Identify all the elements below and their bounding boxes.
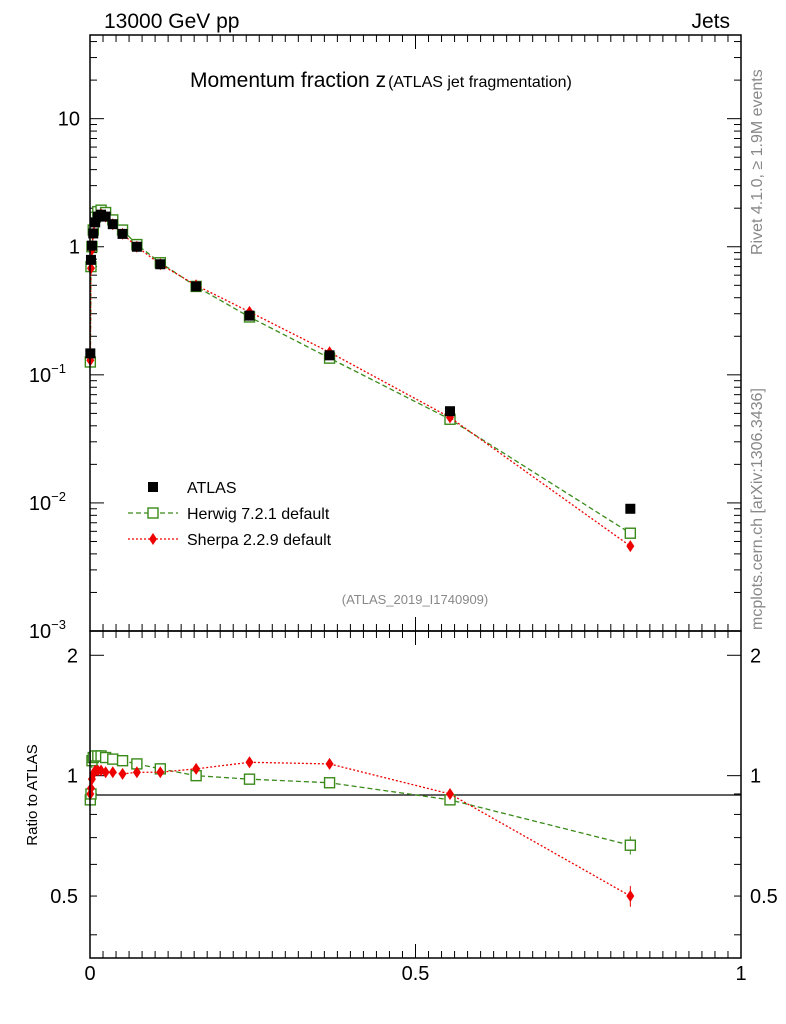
- atlas-point: [100, 211, 111, 222]
- y-tick-label-base: 10: [29, 493, 51, 515]
- chart-title-sub: (ATLAS jet fragmentation): [388, 74, 572, 91]
- atlas-point: [131, 241, 142, 252]
- ratio-y-tick-label-right: 2: [750, 645, 761, 667]
- atlas-point: [191, 281, 202, 292]
- y-tick-label: 10−2: [29, 489, 66, 515]
- ratio-y-tick-label-left: 2: [67, 645, 78, 667]
- atlas-point: [244, 310, 255, 321]
- y-tick-label-base: 10: [58, 109, 80, 131]
- x-tick-label: 0: [84, 963, 95, 985]
- ratio-sherpa-point: [156, 766, 165, 779]
- ratio-sherpa-point: [101, 766, 110, 779]
- side-label-top: Rivet 4.1.0, ≥ 1.9M events: [749, 69, 766, 255]
- atlas-point: [117, 228, 128, 239]
- sherpa-line: [89, 213, 631, 547]
- ratio-ticks: 2 2 1 1 0.5 0.5 0 0.5 1: [50, 631, 778, 985]
- ratio-herwig-point: [624, 839, 637, 851]
- ratio-sherpa-point: [86, 782, 95, 795]
- y-tick-label: 10−3: [29, 617, 66, 643]
- ratio-sherpa-point: [118, 767, 127, 780]
- header-left: 13000 GeV pp: [104, 10, 239, 33]
- ratio-sherpa-point: [446, 787, 455, 800]
- ratio-sherpa-point: [132, 766, 141, 779]
- main-series: [84, 204, 637, 553]
- chart-title: Momentum fraction z (ATLAS jet fragmentat…: [190, 69, 572, 92]
- legend: ATLAS Herwig 7.2.1 default Sherpa 2.2.9 de…: [128, 480, 332, 549]
- sherpa-point: [626, 540, 635, 553]
- chart-title-main: Momentum fraction z: [190, 69, 386, 92]
- y-tick-label-base: 1: [69, 237, 80, 259]
- header-right: Jets: [691, 10, 730, 33]
- ratio-sherpa-point: [192, 762, 201, 775]
- ratio-herwig-line: [89, 755, 631, 846]
- ratio-sherpa-point: [626, 890, 635, 903]
- ratio-y-tick-label-left: 0.5: [50, 886, 78, 908]
- atlas-point: [445, 406, 456, 417]
- ratio-ylabel: Ratio to ATLAS: [24, 744, 41, 845]
- atlas-point: [85, 254, 96, 265]
- x-tick-label: 0.5: [402, 963, 430, 985]
- atlas-point: [107, 219, 118, 230]
- legend-label-herwig: Herwig 7.2.1 default: [187, 506, 330, 523]
- ratio-sherpa-point: [108, 766, 117, 779]
- y-tick-label-base: 10: [29, 621, 51, 643]
- atlas-point: [625, 503, 636, 514]
- ratio-sherpa-point: [325, 757, 334, 770]
- atlas-point: [324, 350, 335, 361]
- y-tick-label-exp: −2: [51, 489, 66, 504]
- legend-marker-atlas: [148, 482, 158, 492]
- analysis-id: (ATLAS_2019_I1740909): [342, 592, 488, 607]
- y-tick-label-exp: −3: [51, 617, 66, 632]
- ratio-frame: [89, 630, 742, 959]
- atlas-point: [155, 259, 166, 270]
- ratio-sherpa-line: [89, 761, 631, 897]
- ratio-series: [84, 750, 637, 907]
- herwig-line: [89, 209, 631, 534]
- atlas-point: [88, 228, 99, 239]
- legend-marker-herwig: [147, 507, 159, 519]
- legend-label-atlas: ATLAS: [187, 480, 237, 497]
- side-label-bottom: mcplots.cern.ch [arXiv:1306.3436]: [749, 388, 766, 630]
- y-tick-label: 10: [58, 109, 80, 131]
- atlas-point: [90, 217, 101, 228]
- ratio-herwig-point: [243, 773, 256, 785]
- ratio-y-tick-label-right: 0.5: [750, 886, 778, 908]
- atlas-point: [86, 240, 97, 251]
- ratio-y-tick-label-right: 1: [750, 766, 761, 788]
- y-tick-label: 10−1: [29, 361, 66, 387]
- ratio-herwig-point: [116, 754, 129, 767]
- herwig-point: [624, 527, 637, 539]
- ratio-herwig-point: [107, 753, 119, 765]
- y-tick-label-base: 10: [29, 365, 51, 387]
- ratio-plot: 2 2 1 1 0.5 0.5 0 0.5 1 Ratio to ATLAS: [24, 630, 778, 985]
- ratio-sherpa-point: [245, 756, 254, 769]
- ratio-y-tick-label-left: 1: [67, 766, 78, 788]
- y-tick-label: 1: [69, 237, 80, 259]
- ratio-herwig-point: [323, 777, 336, 789]
- legend-label-sherpa: Sherpa 2.2.9 default: [187, 532, 332, 549]
- legend-marker-sherpa: [149, 533, 157, 545]
- y-tick-label-exp: −1: [51, 361, 66, 376]
- sherpa-point: [86, 262, 95, 275]
- x-tick-label: 1: [735, 963, 746, 985]
